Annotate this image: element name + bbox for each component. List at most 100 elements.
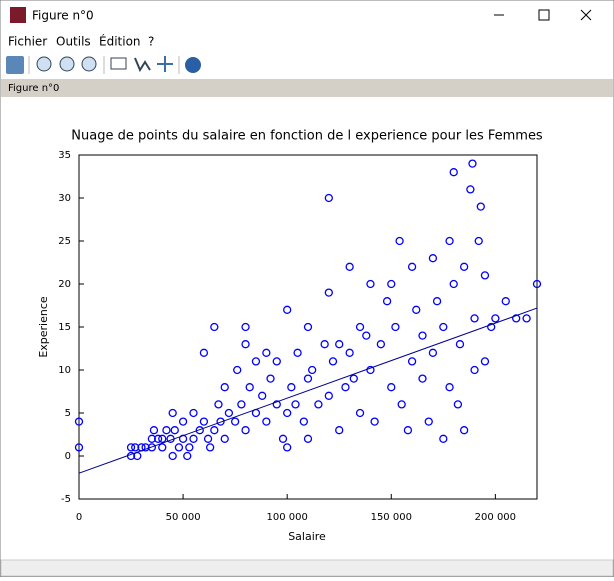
tool-help[interactable] — [185, 57, 201, 73]
point — [424, 417, 433, 426]
point — [366, 365, 375, 375]
point — [230, 417, 240, 426]
chart-title: Nuage de points du salaire en fonction d… — [71, 129, 543, 144]
point — [131, 443, 140, 452]
tab-strip — [1, 79, 613, 97]
tab-label: Figure n°0 — [8, 83, 59, 94]
point — [199, 417, 209, 426]
x-tick-label: 0 — [76, 512, 82, 523]
point — [355, 322, 365, 332]
tool-datatip[interactable] — [110, 57, 127, 70]
point — [491, 314, 500, 323]
tool-rotate[interactable] — [6, 56, 24, 74]
point — [158, 443, 167, 452]
point — [189, 408, 198, 418]
point — [349, 374, 358, 383]
point — [147, 443, 157, 452]
point — [387, 279, 396, 289]
point — [324, 193, 333, 203]
point — [74, 417, 84, 426]
point — [203, 434, 213, 443]
point — [439, 434, 448, 443]
point — [241, 322, 250, 332]
point — [328, 357, 338, 366]
menu-item[interactable]: Fichier — [8, 35, 47, 49]
point — [522, 314, 531, 323]
point — [468, 159, 477, 168]
point — [345, 348, 354, 357]
point — [407, 262, 417, 271]
x-tick-label: 100 000 — [267, 512, 308, 523]
point — [206, 443, 215, 452]
menu-item[interactable]: ? — [148, 35, 154, 49]
point — [501, 297, 510, 306]
point — [224, 408, 234, 418]
point — [233, 365, 242, 375]
point — [395, 236, 404, 246]
tool-zoom-reset[interactable] — [59, 56, 75, 72]
point — [199, 348, 209, 357]
point — [345, 262, 354, 271]
point — [397, 400, 406, 409]
point — [439, 322, 448, 332]
point — [237, 400, 246, 409]
point — [158, 434, 167, 443]
y-tick-label: 30 — [58, 193, 71, 204]
point — [283, 305, 292, 314]
point — [299, 417, 308, 426]
point — [262, 348, 271, 357]
window-title: Figure n°0 — [32, 9, 94, 23]
maximize-button[interactable] — [538, 9, 550, 21]
point — [455, 340, 465, 349]
point — [195, 426, 204, 435]
point — [258, 391, 267, 400]
point — [245, 383, 254, 392]
point — [149, 426, 159, 435]
y-tick-label: 35 — [58, 150, 71, 161]
app-icon — [10, 7, 26, 23]
point — [376, 340, 386, 349]
status-bar — [0, 559, 614, 577]
point — [418, 374, 427, 383]
tool-pan[interactable] — [157, 56, 173, 72]
y-tick-label: 15 — [58, 322, 71, 333]
point — [449, 279, 458, 289]
menu-bar: Fichier Outils Édition? — [8, 34, 154, 49]
point — [283, 443, 292, 452]
point — [335, 426, 344, 435]
point — [418, 331, 427, 340]
tool-zoom[interactable] — [36, 56, 52, 72]
point — [382, 297, 392, 306]
point — [324, 288, 333, 297]
point — [355, 408, 365, 418]
point — [445, 236, 454, 246]
point — [178, 417, 188, 426]
point — [407, 357, 417, 366]
point — [320, 340, 329, 349]
tool-curve[interactable] — [134, 57, 151, 73]
point — [324, 391, 333, 400]
point — [512, 314, 521, 323]
point — [453, 400, 463, 409]
point — [147, 434, 157, 443]
point — [210, 322, 219, 332]
point — [480, 271, 490, 280]
point — [183, 451, 192, 461]
x-tick-label: 150 000 — [371, 512, 412, 523]
toolbar — [6, 56, 201, 74]
menu-item[interactable]: Édition — [99, 34, 141, 49]
close-button[interactable] — [580, 9, 592, 21]
point — [470, 314, 479, 323]
point — [391, 322, 400, 332]
point — [432, 297, 442, 306]
point — [272, 400, 281, 409]
menu-item[interactable]: Outils — [56, 35, 91, 49]
point — [366, 279, 375, 289]
point — [74, 443, 84, 452]
x-tick-label: 50 000 — [166, 512, 201, 523]
point — [341, 383, 350, 392]
fit-line — [78, 307, 538, 474]
tool-zoom-area[interactable] — [81, 56, 97, 72]
point — [303, 322, 313, 332]
